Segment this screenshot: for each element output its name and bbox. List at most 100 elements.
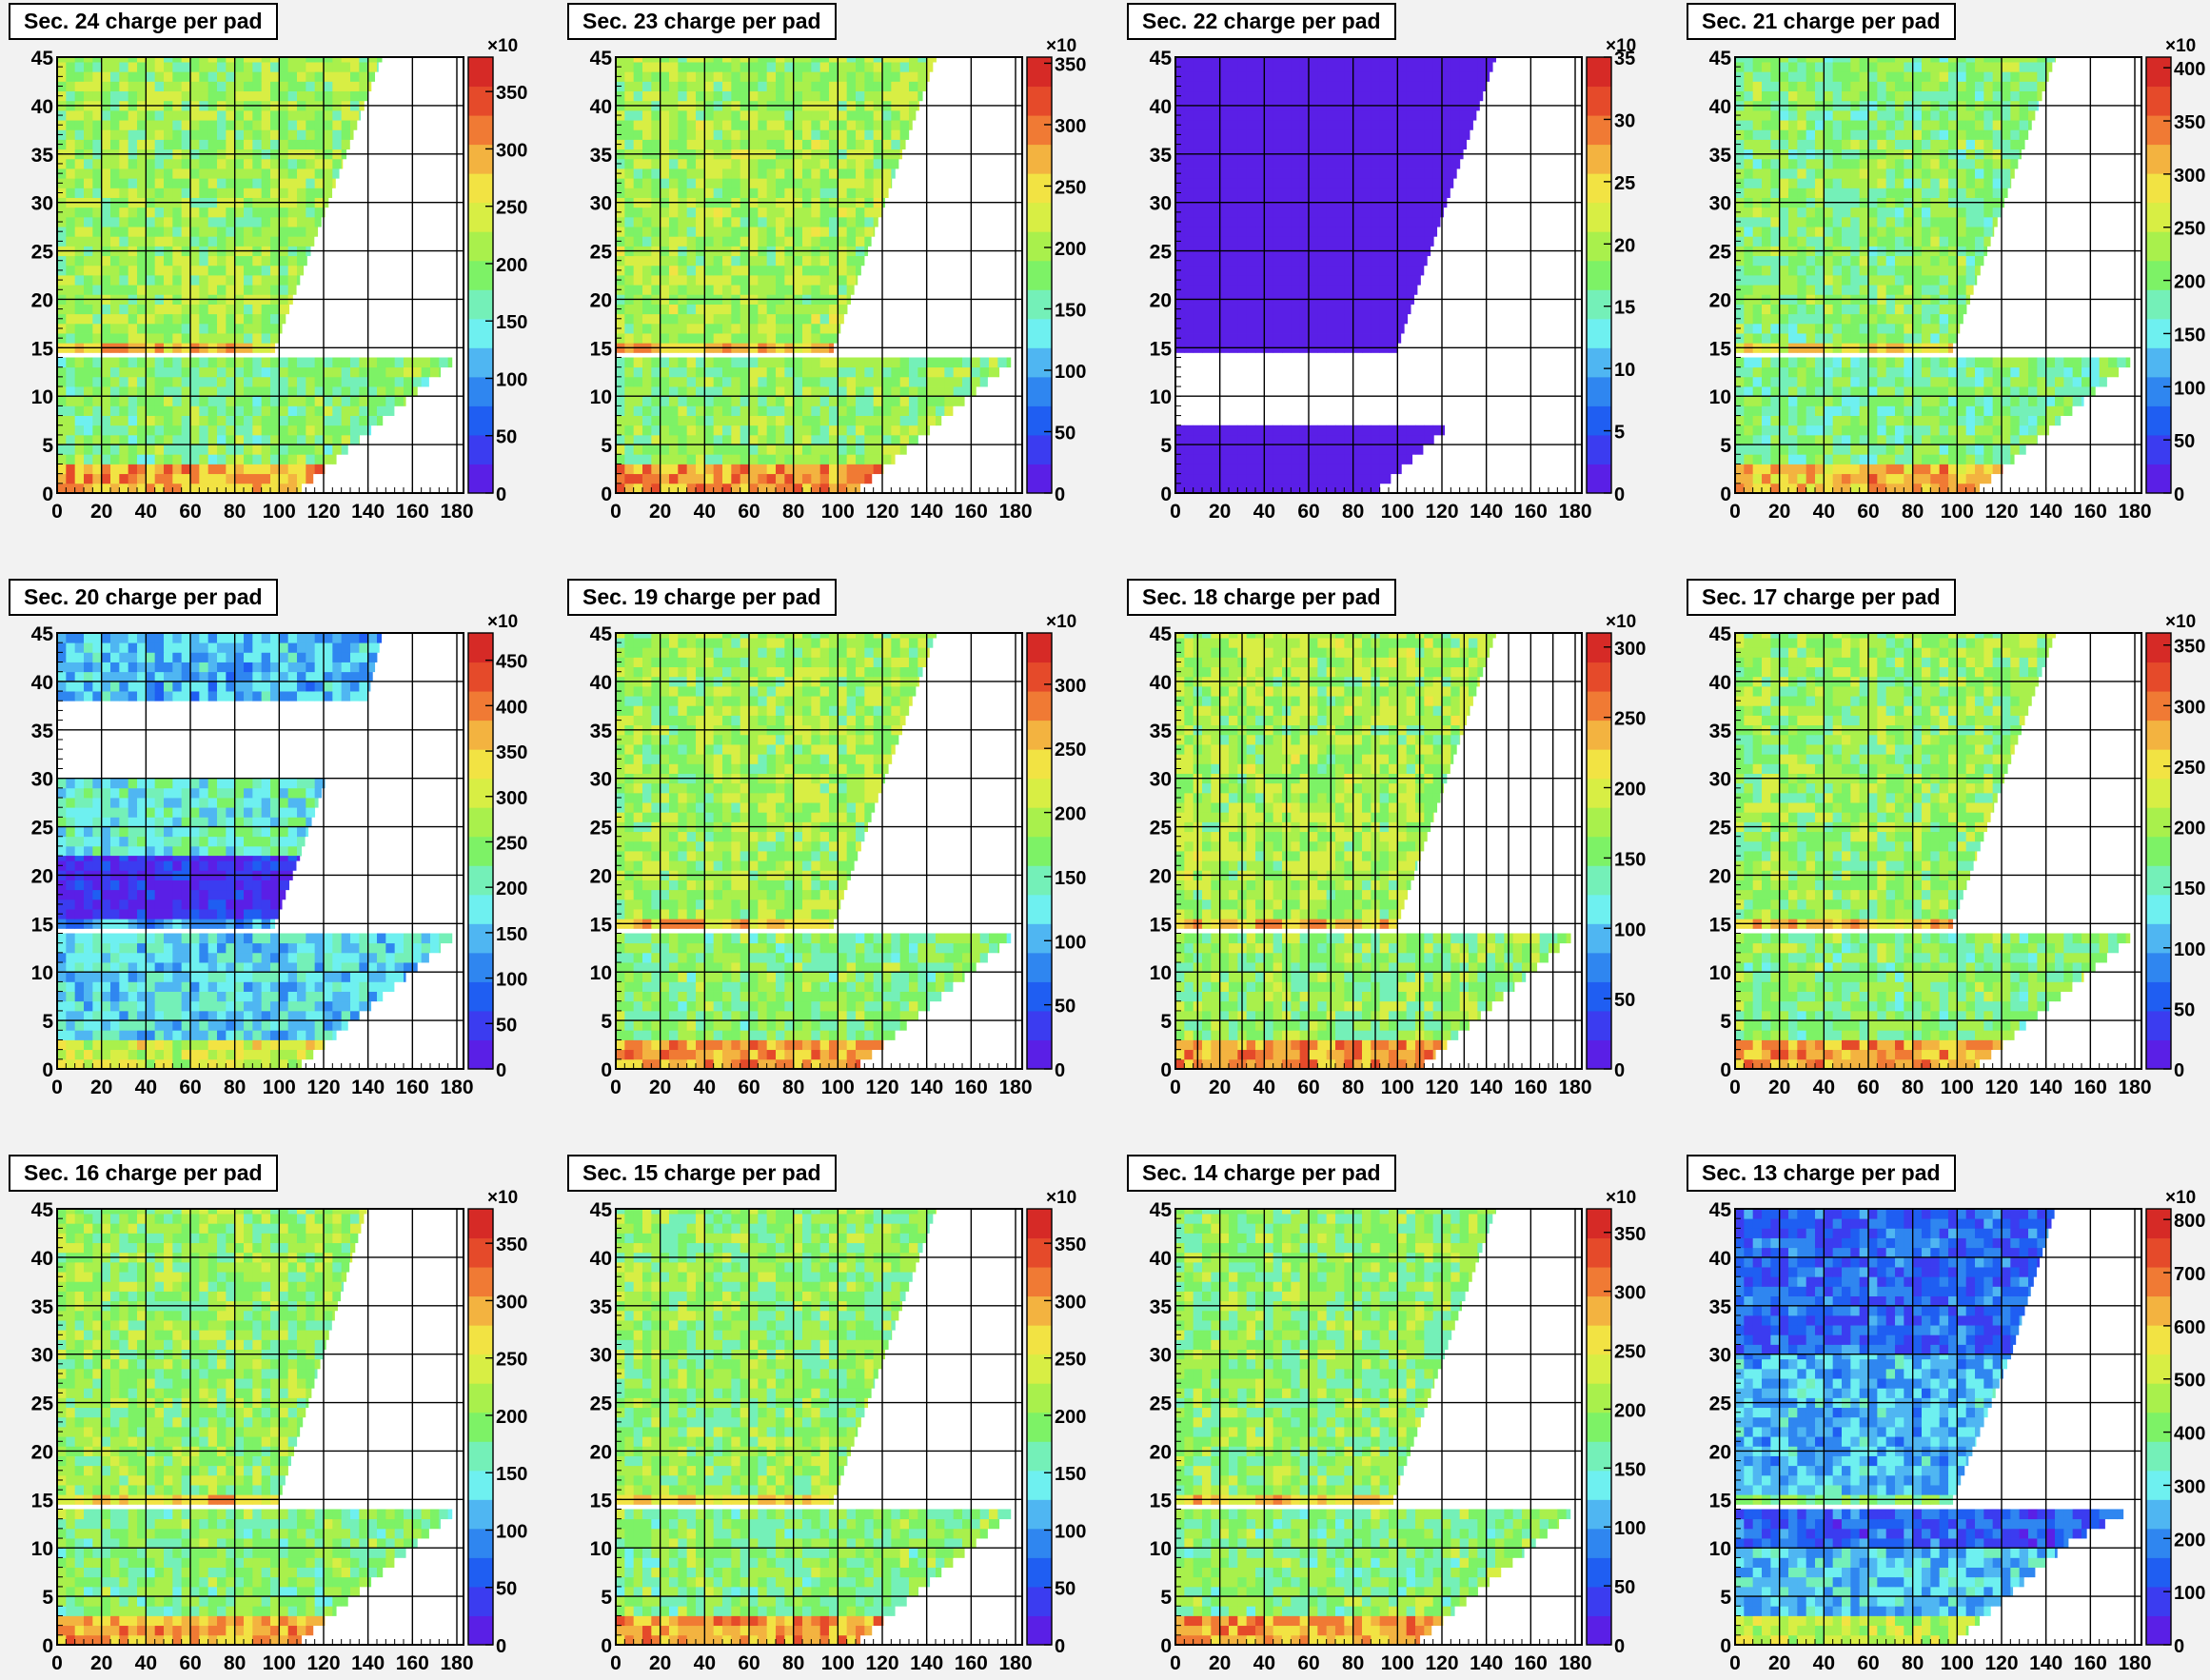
heatmap-cell: [119, 377, 128, 387]
heatmap-cell: [634, 140, 643, 150]
heatmap-cell: [1282, 62, 1292, 72]
heatmap-cell: [155, 256, 165, 267]
heatmap-cell: [164, 227, 173, 237]
heatmap-cell: [1433, 188, 1443, 198]
heatmap-cell: [1424, 217, 1433, 227]
heatmap-cell: [704, 314, 714, 325]
heatmap-cell: [217, 285, 227, 295]
heatmap-cell: [838, 217, 847, 227]
heatmap-cell: [1397, 208, 1407, 218]
heatmap-cell: [1247, 178, 1256, 188]
heatmap-cell: [208, 62, 218, 72]
heatmap-cell: [847, 140, 857, 150]
heatmap-cell: [882, 140, 892, 150]
heatmap-cell: [704, 396, 714, 406]
heatmap-cell: [802, 227, 812, 237]
heatmap-cell: [784, 377, 794, 387]
heatmap-cell: [306, 416, 315, 426]
heatmap-cell: [891, 140, 900, 150]
heatmap-cell: [1753, 314, 1763, 325]
heatmap-cell: [1291, 91, 1300, 102]
heatmap-cell: [172, 62, 182, 72]
heatmap-cell: [342, 435, 351, 445]
heatmap-cell: [1380, 208, 1390, 218]
heatmap-cell: [350, 435, 360, 445]
heatmap-cell: [891, 454, 895, 464]
heatmap-cell: [847, 217, 857, 227]
heatmap-cell: [642, 305, 652, 315]
heatmap-cell: [829, 367, 839, 378]
heatmap-cell: [75, 396, 85, 406]
heatmap-cell: [182, 110, 191, 121]
heatmap-cell: [75, 236, 85, 247]
heatmap-cell: [829, 305, 839, 315]
heatmap-cell: [102, 474, 111, 484]
heatmap-cell: [1247, 425, 1256, 436]
color-bar-label: 350: [1055, 54, 1086, 75]
heatmap-cell: [1273, 227, 1283, 237]
heatmap-cell: [279, 178, 288, 188]
heatmap-cell: [696, 208, 705, 218]
heatmap-cell: [714, 236, 723, 247]
heatmap-cell: [794, 236, 803, 247]
heatmap-cell: [624, 217, 634, 227]
heatmap-cell: [882, 367, 892, 378]
heatmap-cell: [918, 386, 927, 397]
heatmap-cell: [1362, 333, 1371, 344]
heatmap-cell: [1282, 140, 1292, 150]
heatmap-cell: [634, 266, 643, 276]
x-tick-label: 20: [1209, 501, 1231, 523]
heatmap-cell: [164, 425, 173, 436]
heatmap-cell: [1317, 256, 1327, 267]
heatmap-cell: [252, 227, 262, 237]
heatmap-cell: [385, 386, 395, 397]
heatmap-cell: [891, 377, 900, 387]
heatmap-cell: [270, 405, 280, 416]
heatmap-cell: [802, 314, 812, 325]
heatmap-cell: [75, 445, 85, 455]
heatmap-cell: [1815, 256, 1825, 267]
heatmap-cell: [1300, 305, 1310, 315]
heatmap-cell: [1247, 62, 1256, 72]
heatmap-cell: [1344, 159, 1353, 169]
heatmap-cell: [740, 129, 750, 140]
heatmap-cell: [874, 168, 883, 179]
heatmap-cell: [119, 314, 128, 325]
heatmap-cell: [749, 474, 759, 484]
heatmap-cell: [1877, 256, 1886, 267]
heatmap-cell: [1327, 217, 1336, 227]
heatmap-cell: [1770, 266, 1780, 276]
heatmap-cell: [297, 208, 306, 218]
heatmap-cell: [874, 217, 878, 227]
heatmap-cell: [1255, 435, 1265, 445]
heatmap-cell: [306, 236, 314, 247]
heatmap-cell: [182, 217, 191, 227]
heatmap-cell: [172, 71, 182, 82]
heatmap-cell: [146, 168, 155, 179]
heatmap-cell: [1397, 324, 1404, 334]
heatmap-cell: [102, 159, 111, 169]
color-bar-label: 100: [1055, 362, 1086, 383]
heatmap-cell: [1184, 208, 1194, 218]
heatmap-cell: [1860, 305, 1869, 315]
heatmap-cell: [1211, 324, 1220, 334]
heatmap-cell: [714, 416, 723, 426]
heatmap-cell: [359, 396, 368, 406]
heatmap-cell: [669, 208, 679, 218]
heatmap-cell: [262, 178, 271, 188]
heatmap-cell: [244, 227, 253, 237]
heatmap-cell: [1913, 256, 1923, 267]
heatmap-cell: [164, 217, 173, 227]
heatmap-cell: [678, 188, 687, 198]
heatmap-cell: [1247, 445, 1256, 455]
heatmap-cell: [172, 367, 182, 378]
color-bar-label: 0: [1614, 484, 1625, 505]
heatmap-cell: [767, 110, 777, 121]
heatmap-cell: [1389, 129, 1398, 140]
heatmap-cell: [208, 377, 218, 387]
heatmap-cell: [324, 367, 333, 378]
heatmap-cell: [119, 188, 128, 198]
heatmap-cell: [944, 386, 954, 397]
heatmap-cell: [891, 129, 900, 140]
